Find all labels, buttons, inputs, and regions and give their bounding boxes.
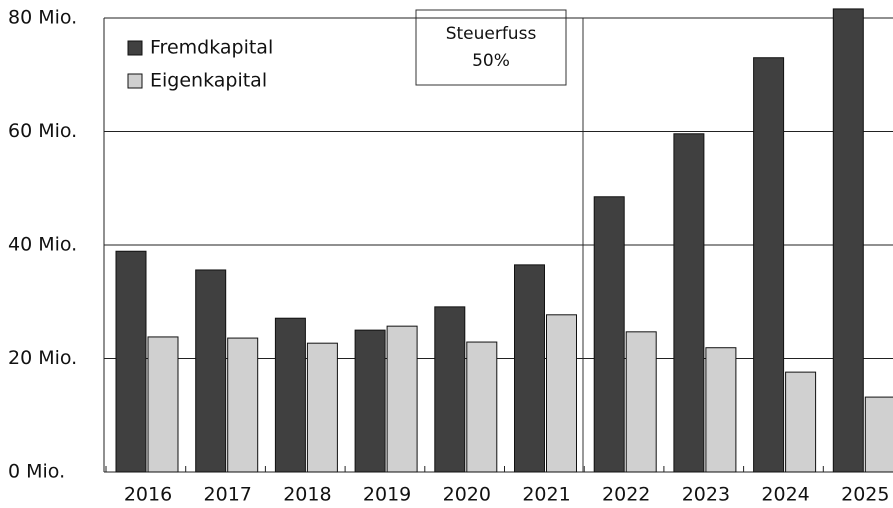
bar	[274, 317, 306, 473]
bar	[434, 306, 466, 473]
x-tick-label: 2020	[443, 484, 491, 506]
bar	[354, 329, 386, 473]
bar	[546, 314, 577, 473]
bar	[753, 57, 785, 473]
bar	[832, 8, 864, 473]
y-tick-label: 20 Mio.	[8, 347, 77, 369]
bar	[514, 264, 545, 473]
annotation-box	[415, 9, 567, 86]
x-tick-label: 2023	[682, 484, 730, 506]
bar	[227, 337, 259, 473]
x-tick-label: 2019	[363, 484, 411, 506]
bar	[705, 347, 737, 473]
bar	[195, 269, 227, 473]
bar	[785, 371, 817, 473]
bar	[386, 325, 418, 473]
bar	[466, 341, 498, 473]
bar	[593, 196, 625, 473]
annotation: 50%	[472, 51, 510, 71]
bar	[147, 336, 179, 473]
x-tick-label: 2022	[602, 484, 650, 506]
y-tick-label: 80 Mio.	[8, 7, 77, 29]
bar	[864, 396, 893, 473]
annotation: Steuerfuss	[446, 24, 537, 44]
bar	[673, 133, 705, 473]
x-tick-label: 2016	[124, 484, 172, 506]
bar	[115, 250, 147, 473]
y-tick-label: 60 Mio.	[8, 120, 77, 142]
x-tick-label: 2018	[283, 484, 331, 506]
bar	[625, 331, 657, 473]
x-tick-label: 2021	[522, 484, 570, 506]
y-tick-label: 40 Mio.	[8, 234, 77, 256]
x-tick-label: 2024	[761, 484, 809, 506]
x-tick-label: 2017	[204, 484, 252, 506]
bar	[306, 342, 338, 473]
x-tick-label: 2025	[841, 484, 889, 506]
legend-swatch	[127, 40, 143, 56]
legend-label: Fremdkapital	[150, 37, 273, 59]
y-tick-label: 0 Mio.	[8, 461, 65, 483]
legend-label: Eigenkapital	[150, 70, 267, 92]
legend-swatch	[127, 73, 143, 89]
